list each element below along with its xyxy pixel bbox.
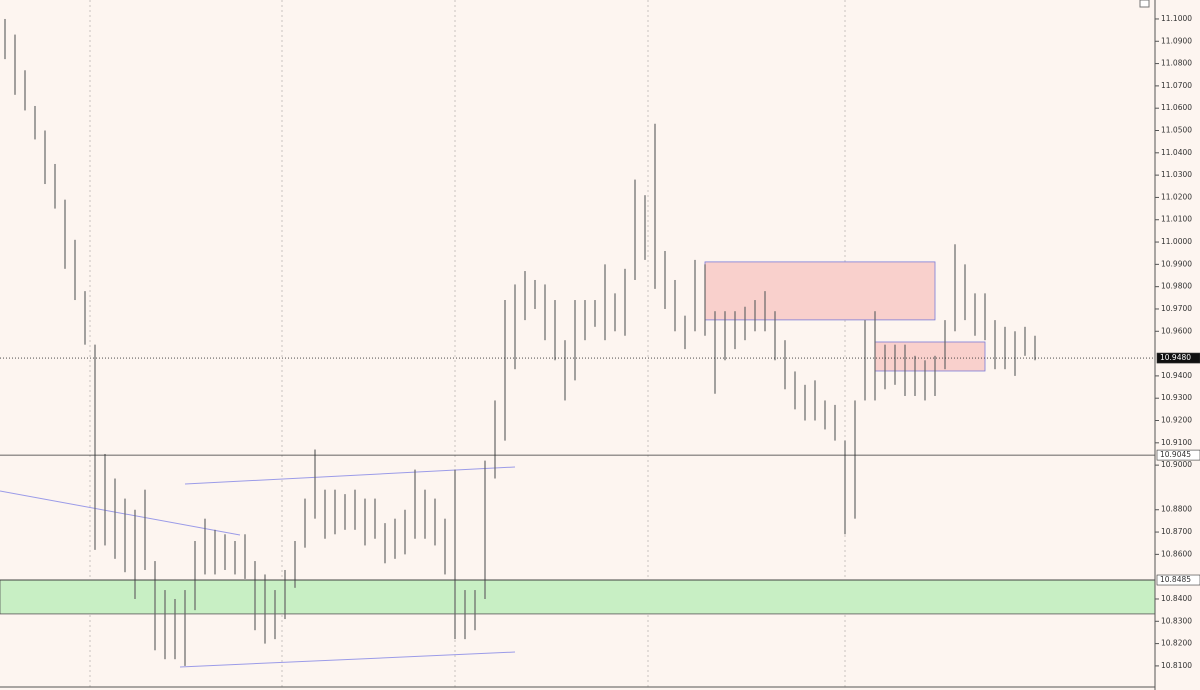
price-label: 10.9480: [1160, 353, 1191, 362]
y-tick-label: 11.0000: [1161, 237, 1192, 246]
y-tick-label: 10.9600: [1161, 326, 1192, 335]
price-label-box: [1156, 574, 1200, 586]
y-tick-label: 10.9800: [1161, 282, 1192, 291]
y-tick-label: 11.0100: [1161, 215, 1192, 224]
y-tick-label: 10.9900: [1161, 259, 1192, 268]
price-label-box: [1156, 352, 1200, 364]
y-tick-label: 10.8400: [1161, 594, 1192, 603]
price-axis: 11.1000 11.0900 11.0800 11.0700 11.0600 11.05…: [1155, 14, 1200, 670]
y-tick-label: 11.0600: [1161, 103, 1192, 112]
zone: [0, 579, 1156, 615]
y-tick-label: 10.9000: [1161, 460, 1192, 469]
zone: [704, 261, 936, 321]
trendline: [179, 651, 516, 668]
y-tick-label: 10.9400: [1161, 371, 1192, 380]
y-tick-label: 11.0500: [1161, 126, 1192, 135]
y-tick-label: 10.8100: [1161, 661, 1192, 670]
y-tick-label: 11.0900: [1161, 36, 1192, 45]
zones: [0, 261, 1156, 615]
window-button[interactable]: [1139, 0, 1150, 8]
y-tick-label: 11.0800: [1161, 59, 1192, 68]
price-bars: [4, 18, 1036, 666]
zone: [874, 341, 986, 372]
price-label-box: [1156, 449, 1200, 461]
price-label: 10.9045: [1160, 450, 1191, 459]
trendline: [0, 490, 241, 536]
y-tick-label: 10.8800: [1161, 505, 1192, 514]
price-lines: [0, 357, 1155, 581]
y-tick-label: 10.9100: [1161, 438, 1192, 447]
y-tick-label: 10.8200: [1161, 639, 1192, 648]
y-tick-label: 10.8700: [1161, 527, 1192, 536]
y-tick-label: 11.1000: [1161, 14, 1192, 23]
y-tick-label: 10.8300: [1161, 616, 1192, 625]
price-label: 10.8485: [1160, 575, 1191, 584]
trendline: [184, 466, 516, 485]
y-tick-label: 10.8600: [1161, 549, 1192, 558]
trendlines: [0, 466, 516, 668]
y-tick-label: 11.0200: [1161, 192, 1192, 201]
y-tick-label: 11.0400: [1161, 148, 1192, 157]
y-tick-label: 11.0700: [1161, 81, 1192, 90]
y-tick-label: 11.0300: [1161, 170, 1192, 179]
y-tick-label: 10.9700: [1161, 304, 1192, 313]
y-tick-label: 10.9200: [1161, 416, 1192, 425]
y-tick-label: 10.9300: [1161, 393, 1192, 402]
